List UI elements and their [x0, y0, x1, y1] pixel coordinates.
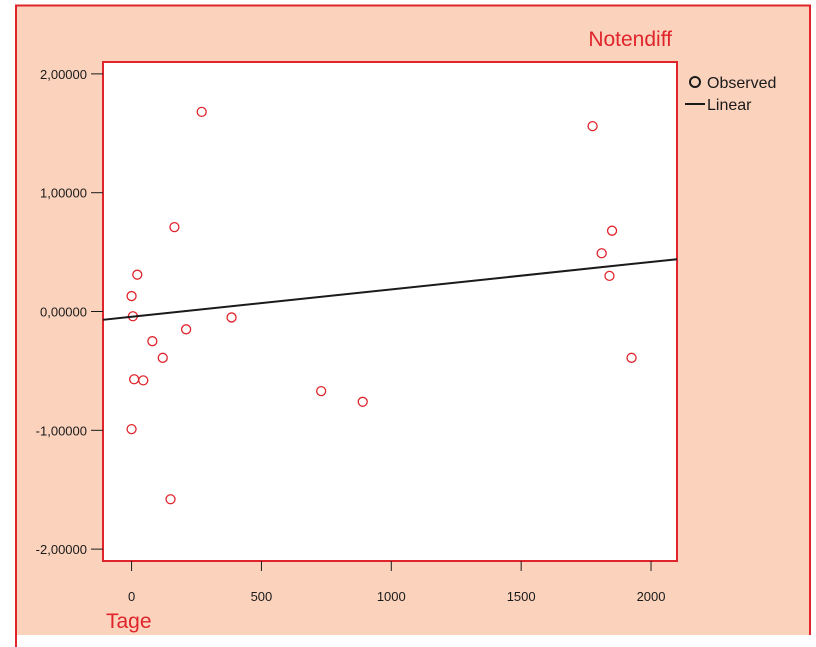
data-point — [169, 221, 180, 233]
x-axis-label: Tage — [106, 610, 152, 633]
x-tick-label: 1000 — [377, 589, 406, 604]
data-point — [357, 396, 368, 407]
data-point — [606, 225, 618, 236]
data-point — [165, 494, 176, 505]
y-axis: -2,00000 -1,00000 0,00000 1,00000 2,00000 — [36, 67, 103, 557]
chart-title: Notendiff — [588, 28, 672, 51]
y-tick-label: -1,00000 — [36, 423, 87, 438]
legend-label-observed: Observed — [707, 75, 776, 92]
legend-label-linear: Linear — [707, 97, 752, 114]
data-point — [604, 270, 615, 282]
x-tick-label: 0 — [128, 589, 135, 604]
data-point — [587, 121, 598, 132]
fit-line-linear — [102, 258, 678, 321]
x-axis: 0 500 1000 1500 2000 — [128, 561, 666, 604]
data-point — [157, 352, 168, 363]
plot-area — [102, 61, 678, 562]
legend-marker-observed — [689, 76, 701, 88]
x-tick-label: 2000 — [637, 589, 666, 604]
y-tick-label: 2,00000 — [40, 67, 87, 82]
x-tick-label: 500 — [251, 589, 273, 604]
legend: Observed Linear — [685, 75, 776, 114]
data-point — [196, 106, 207, 118]
data-point — [138, 375, 149, 386]
series-layer — [102, 106, 678, 505]
data-point — [132, 269, 143, 280]
y-tick-label: -2,00000 — [36, 542, 87, 557]
y-tick-label: 1,00000 — [40, 186, 87, 201]
y-tick-label: 0,00000 — [40, 305, 87, 320]
x-tick-label: 1500 — [507, 589, 536, 604]
data-point — [180, 324, 192, 335]
data-point — [147, 336, 158, 347]
data-point — [316, 385, 327, 397]
data-point — [226, 312, 237, 323]
data-point — [626, 352, 637, 363]
data-point — [126, 423, 137, 435]
data-point — [126, 290, 137, 302]
data-point — [596, 248, 607, 259]
